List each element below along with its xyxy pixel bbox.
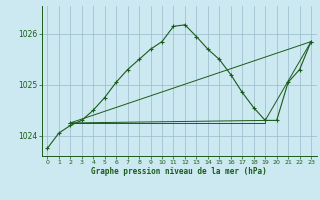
X-axis label: Graphe pression niveau de la mer (hPa): Graphe pression niveau de la mer (hPa) [91,167,267,176]
